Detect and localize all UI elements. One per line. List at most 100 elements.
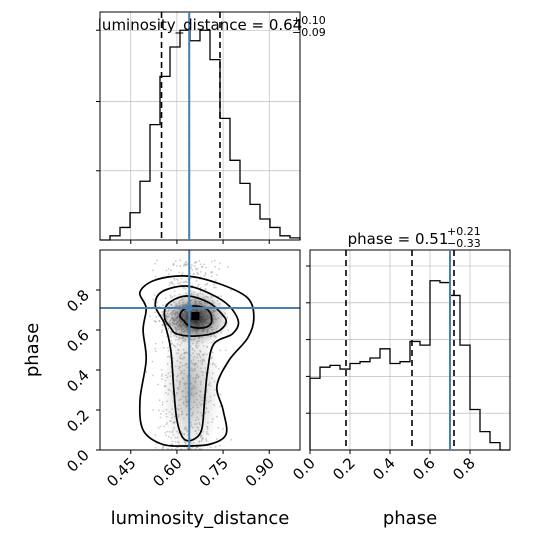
2d-x-tick-label: 0.45 (103, 454, 139, 490)
2d-truth-marker (186, 305, 193, 311)
sample-point (160, 412, 162, 415)
sample-point (199, 263, 202, 266)
sample-point (155, 316, 158, 318)
sample-point (174, 260, 177, 263)
sample-point (177, 282, 180, 285)
sample-point (190, 264, 193, 266)
ph-hist-frame (309, 249, 511, 451)
ph-x-tick-label: 0.4 (369, 454, 399, 484)
sample-point (179, 259, 181, 262)
sample-point (180, 277, 183, 280)
sample-point (186, 264, 188, 266)
sample-point (154, 262, 157, 265)
sample-point (198, 259, 201, 262)
sample-point (158, 319, 161, 322)
2d-x-tick-label: 0.90 (242, 454, 278, 490)
sample-point (195, 267, 197, 270)
sample-point (154, 275, 157, 278)
sample-point (227, 329, 230, 332)
sample-point (178, 271, 181, 274)
ph-x-tick-labels: 0.0 0.2 0.4 0.6 0.8 (289, 454, 479, 484)
sample-point (197, 268, 199, 270)
ld-title-err-minus: −0.09 (292, 26, 326, 39)
sample-point (161, 341, 164, 344)
sample-point (214, 445, 217, 448)
sample-point (191, 269, 194, 271)
2d-y-tick-label: 0.4 (63, 366, 93, 396)
sample-point (205, 266, 208, 269)
luminosity-distance-histogram-panel: luminosity_distance = 0.64 +0.10 −0.09 (96, 11, 326, 244)
ph-hist-ticks (306, 265, 471, 454)
ph-title-err-minus: −0.33 (447, 237, 481, 250)
sample-point (183, 281, 186, 284)
sample-point (151, 269, 154, 272)
sample-point (171, 282, 174, 285)
2d-y-tick-label: 0.2 (63, 406, 93, 436)
sample-point (199, 286, 202, 289)
contour-inner (179, 305, 213, 329)
2d-x-tick-label: 0.60 (149, 454, 185, 490)
sample-point (204, 272, 207, 274)
sample-point (154, 350, 157, 353)
sample-point (215, 274, 218, 276)
sample-point (197, 283, 200, 286)
sample-point (192, 273, 195, 276)
sample-point (175, 265, 178, 267)
sample-point (219, 444, 221, 447)
ld-title-param: luminosity_distance (98, 16, 247, 35)
sample-point (152, 298, 155, 301)
sample-point (230, 289, 232, 292)
ph-x-tick-label: 0.2 (329, 454, 359, 484)
ld-histogram-step (100, 29, 301, 241)
phase-histogram-panel: phase = 0.51 +0.21 −0.33 0.0 0.2 0.4 0.6 0.8… (289, 225, 511, 529)
sample-point (220, 295, 222, 298)
sample-point (154, 434, 157, 437)
2d-y-tick-label: 0.6 (63, 326, 93, 356)
sample-point (156, 301, 159, 304)
sample-point (190, 266, 193, 269)
sample-point (152, 409, 155, 411)
density-peak-cell (191, 312, 200, 320)
ld-hist-ticks (96, 29, 270, 244)
sample-point (159, 425, 162, 428)
sample-point (173, 290, 176, 293)
sample-point (154, 347, 157, 350)
sample-point (160, 331, 163, 333)
sample-point (165, 269, 168, 272)
sample-point (170, 269, 173, 272)
sample-point (197, 285, 199, 288)
2d-x-tick-labels: 0.45 0.60 0.75 0.90 (103, 454, 278, 490)
sample-point (214, 279, 217, 282)
sample-point (218, 268, 220, 271)
ph-title-median: 0.51 (415, 230, 448, 248)
sample-point (169, 296, 172, 299)
ld-hist-frame (99, 11, 301, 241)
sample-point (172, 262, 175, 265)
phase-vs-luminosity-distance-panel: 0.45 0.60 0.75 0.90 0.0 0.2 0.4 0.6 0.8 luminos… (22, 249, 301, 529)
sample-point (213, 283, 216, 286)
sample-point (204, 273, 207, 276)
sample-point (179, 265, 182, 268)
sample-point (162, 446, 165, 449)
contour-outer (154, 285, 240, 442)
ld-title-median: 0.64 (269, 16, 302, 34)
ph-histogram-step (309, 280, 510, 451)
sample-point (178, 282, 181, 285)
sample-point (230, 438, 233, 441)
sample-point (156, 259, 159, 262)
sample-point (152, 374, 154, 377)
ld-quantile-lines (160, 12, 221, 240)
sample-point (186, 281, 189, 284)
sample-point (193, 265, 196, 267)
sample-point (145, 370, 148, 373)
2d-y-tick-labels: 0.0 0.2 0.4 0.6 0.8 (63, 286, 93, 476)
sample-point (161, 329, 164, 331)
sample-point (204, 283, 207, 286)
sample-point (215, 438, 218, 440)
sample-point (156, 383, 159, 386)
sample-point (184, 263, 187, 266)
ph-x-axis-label: phase (383, 508, 437, 529)
sample-point (162, 346, 165, 349)
2d-y-axis-label: phase (22, 323, 43, 377)
